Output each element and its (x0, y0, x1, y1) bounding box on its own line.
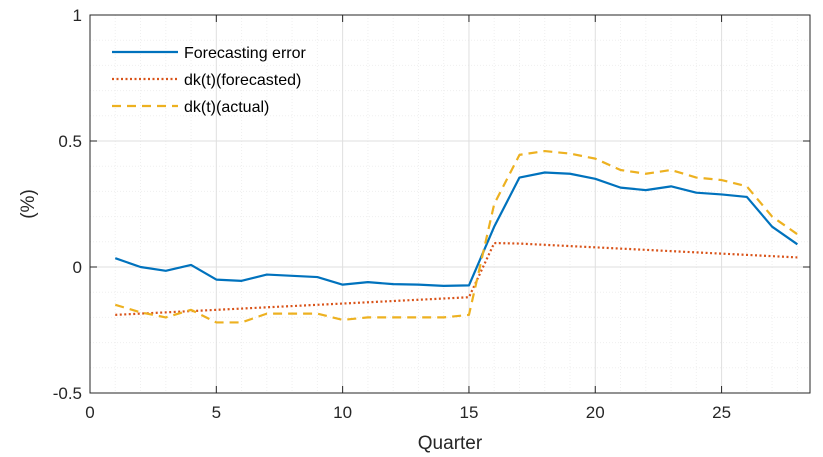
legend-label: dk(t)(forecasted) (184, 72, 301, 89)
y-tick-label: 0.5 (58, 132, 82, 151)
x-tick-label: 0 (85, 403, 94, 422)
y-tick-label: 0 (73, 258, 82, 277)
x-tick-label: 25 (712, 403, 731, 422)
x-tick-label: 10 (333, 403, 352, 422)
major-grid (90, 15, 810, 393)
legend-label: Forecasting error (184, 45, 306, 62)
series-line-forecasting-error (114, 171, 798, 287)
plot-background (90, 15, 810, 393)
x-tick-label: 15 (459, 403, 478, 422)
series-line-dk-t-actual (114, 149, 798, 324)
y-tick-label: -0.5 (53, 384, 82, 403)
x-tick-label: 20 (586, 403, 605, 422)
tick-labels: 0 5 10 15 20 25-0.500.51 (53, 6, 731, 422)
axis-ticks (89, 14, 810, 394)
minor-grid (90, 15, 810, 393)
y-axis-label: (%) (18, 189, 39, 219)
legend: Forecasting error dk(t)(forecasted) dk(t)(… (112, 45, 306, 116)
y-tick-label: 1 (73, 6, 82, 25)
legend-label: dk(t)(actual) (184, 99, 269, 116)
plot-frame (89, 14, 811, 394)
x-tick-label: 5 (212, 403, 221, 422)
x-axis-label: Quarter (418, 433, 483, 454)
series-line-dk-t-forecasted (115, 241, 798, 316)
series-layer (114, 149, 798, 324)
